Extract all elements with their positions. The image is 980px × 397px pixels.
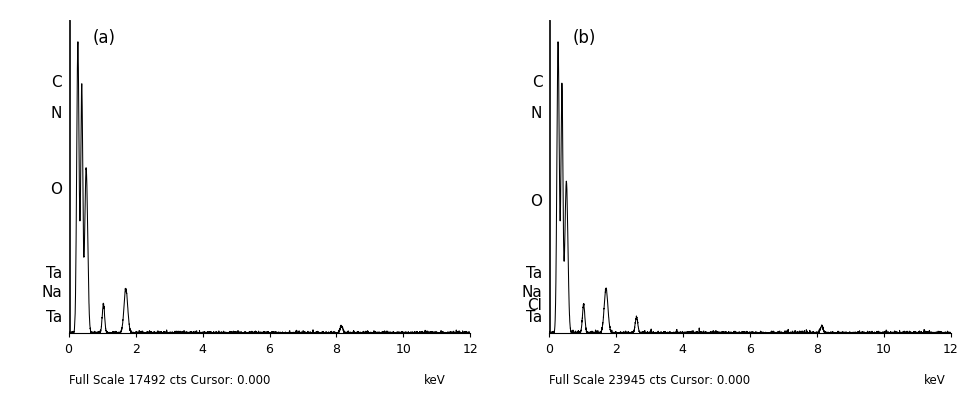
Text: keV: keV <box>424 374 446 387</box>
Text: N: N <box>51 106 62 121</box>
Text: Full Scale 23945 cts Cursor: 0.000: Full Scale 23945 cts Cursor: 0.000 <box>549 374 750 387</box>
Text: Full Scale 17492 cts Cursor: 0.000: Full Scale 17492 cts Cursor: 0.000 <box>69 374 270 387</box>
Text: Ta: Ta <box>526 266 542 281</box>
Text: O: O <box>50 182 62 197</box>
Text: Ta: Ta <box>526 310 542 325</box>
Text: C: C <box>532 75 542 90</box>
Text: Na: Na <box>41 285 62 300</box>
Text: keV: keV <box>924 374 946 387</box>
Text: C: C <box>52 75 62 90</box>
Text: Na: Na <box>521 285 542 300</box>
Text: (b): (b) <box>573 29 596 47</box>
Text: Cl: Cl <box>527 298 542 313</box>
Text: O: O <box>530 194 542 209</box>
Text: Ta: Ta <box>46 310 62 325</box>
Text: Ta: Ta <box>46 266 62 281</box>
Text: (a): (a) <box>93 29 116 47</box>
Text: N: N <box>531 106 542 121</box>
